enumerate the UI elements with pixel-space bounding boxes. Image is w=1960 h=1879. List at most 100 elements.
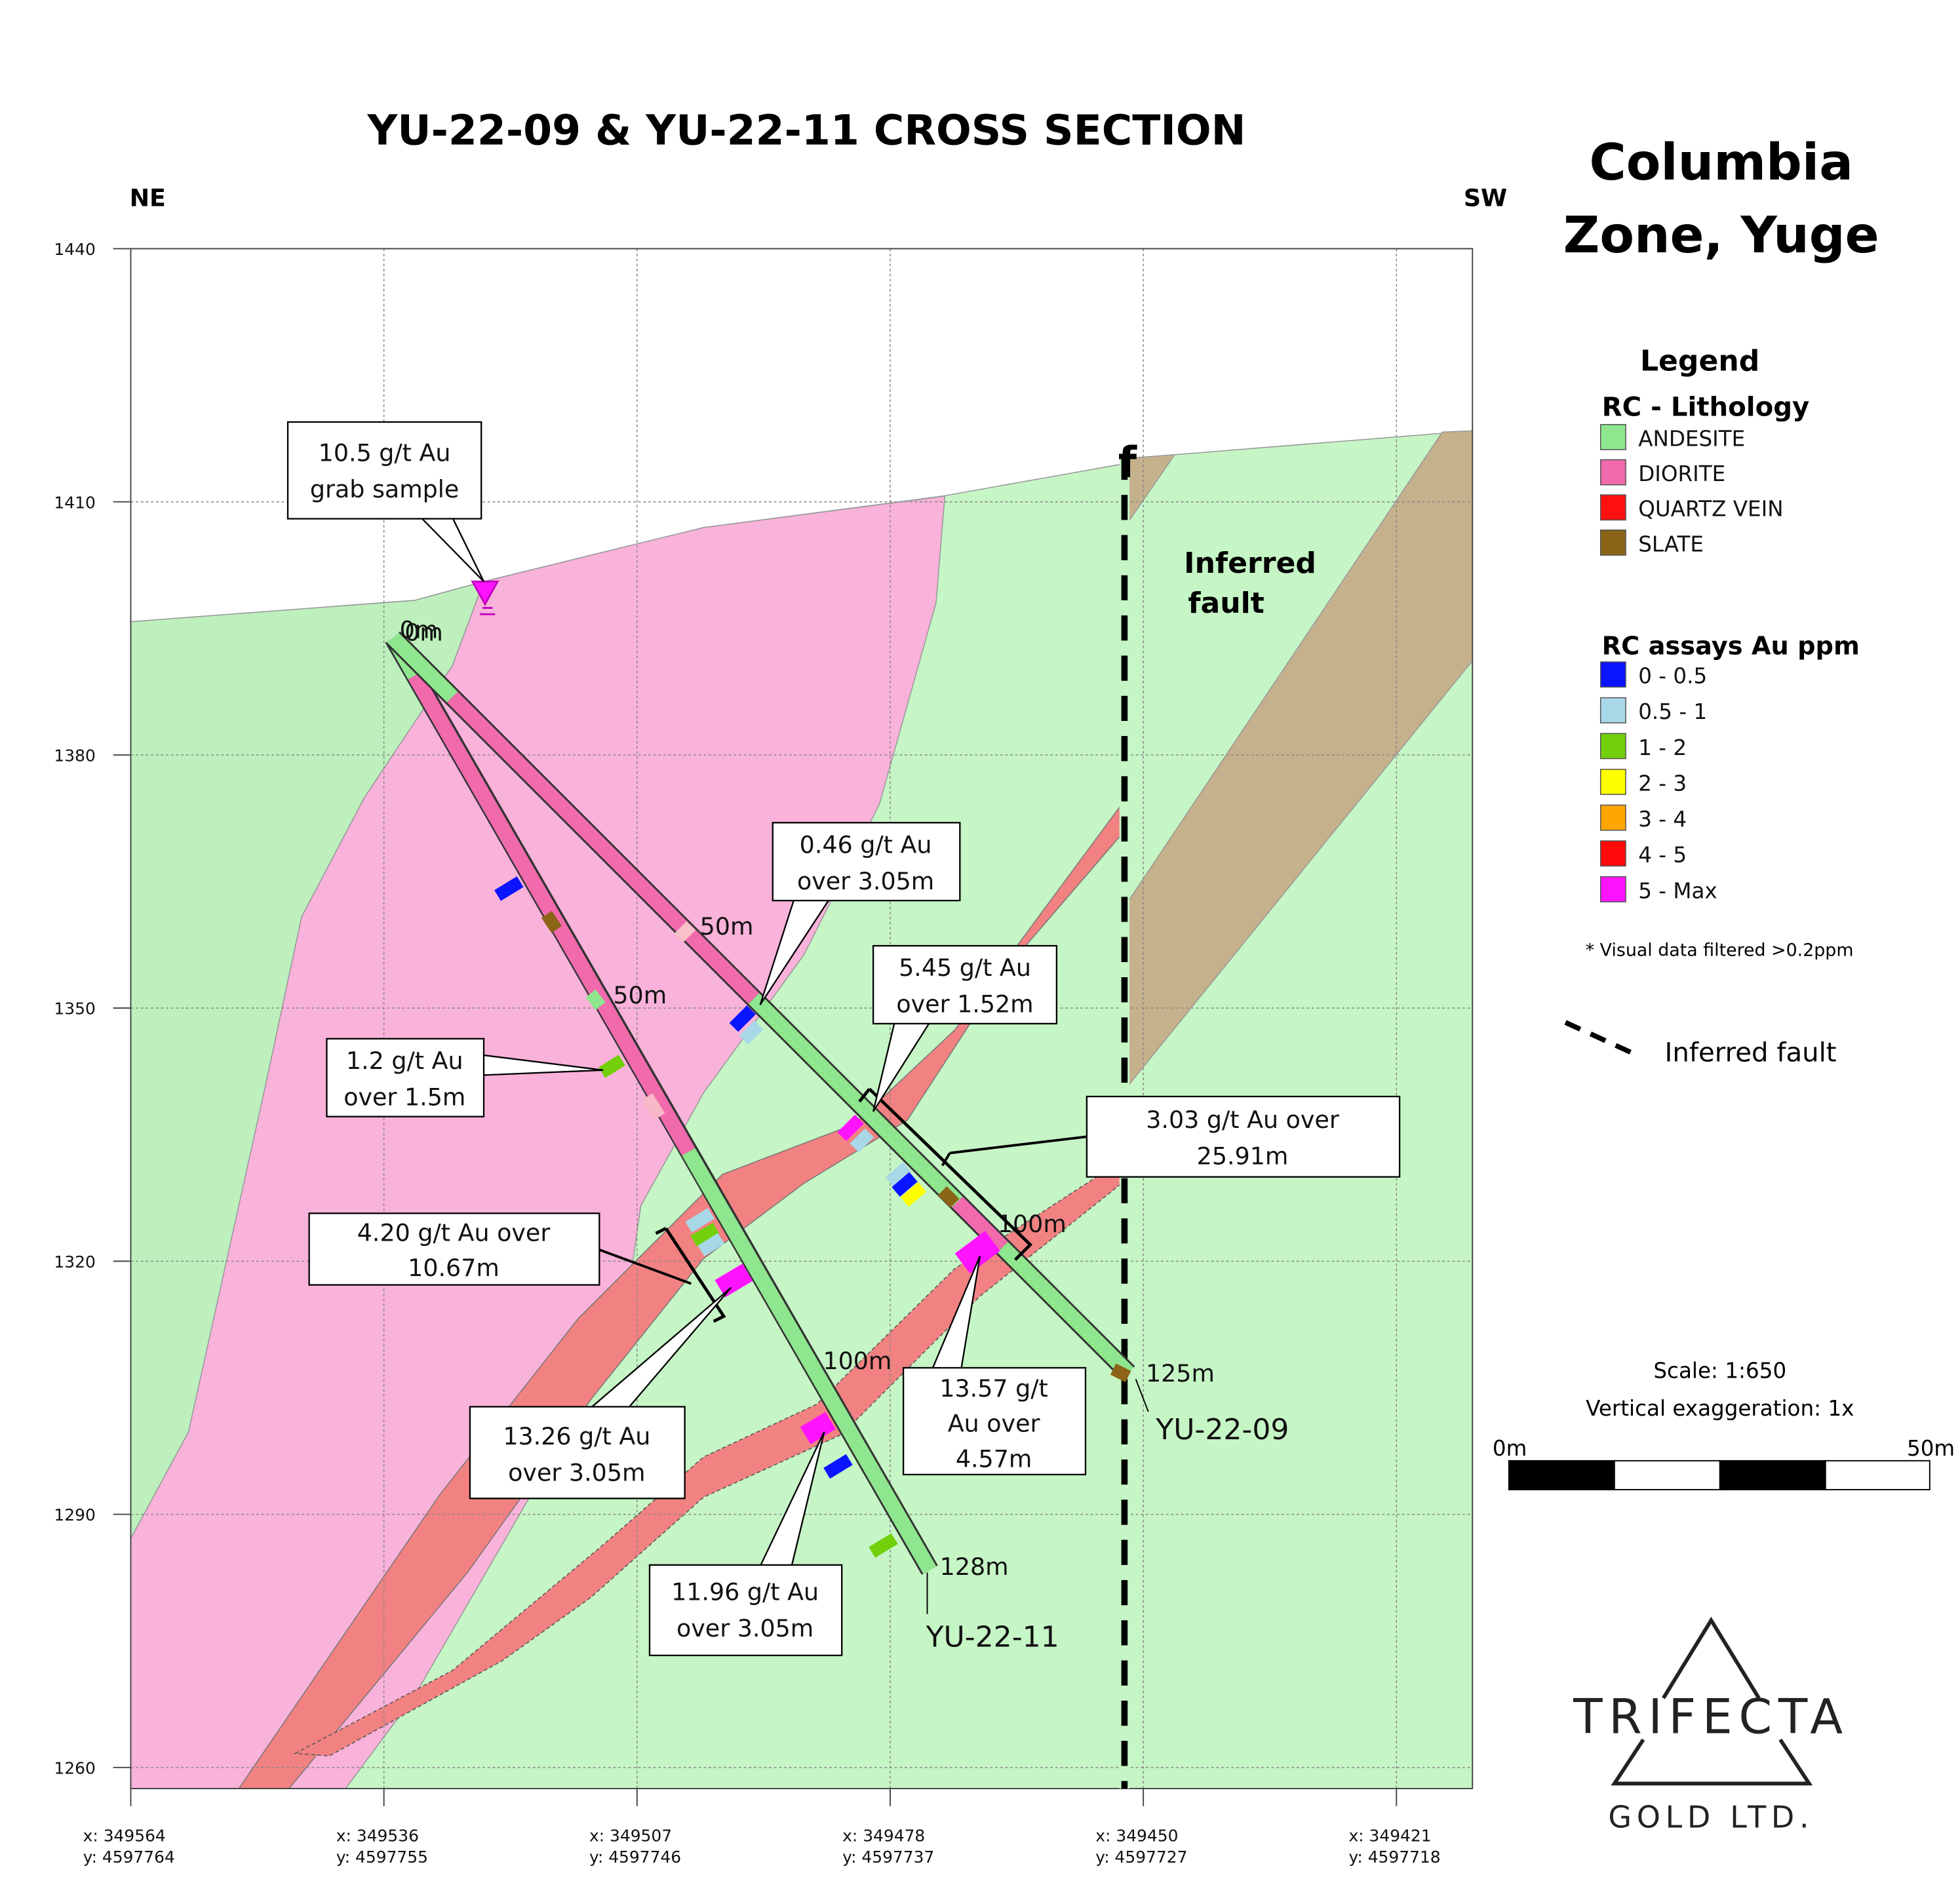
callout-text: over 3.05m [508,1458,645,1486]
legend-heading: RC - Lithology [1602,392,1810,422]
hole-segment [682,1148,937,1574]
callout [469,1406,686,1500]
legend-label: SLATE [1638,532,1704,556]
callout [872,944,1058,1025]
logo-sub: GOLD LTD. [1608,1799,1814,1834]
scale-end: 50m [1907,1436,1955,1461]
x-label: x: 349421 [1348,1827,1431,1846]
legend-swatch [1599,840,1626,867]
x-label: x: 349564 [83,1827,166,1846]
zone-title: Zone, Yuge [1563,206,1879,265]
depth-label: 50m [700,912,754,940]
callout-text: over 3.05m [676,1614,813,1642]
legend-swatch [1599,423,1626,450]
legend-swatch [1599,876,1626,902]
assay [885,1162,912,1187]
scale-text: Scale: 1:650 [1653,1358,1786,1383]
fault-symbol: f [1118,438,1137,488]
scale-segment [1719,1460,1826,1490]
leader [941,1152,951,1167]
callout [1086,1095,1401,1178]
callout-text: 4.57m [956,1444,1032,1473]
depth-label: 125m [1146,1359,1215,1387]
title: YU-22-09 & YU-22-11 CROSS SECTION [367,106,1246,154]
callout [772,822,961,902]
assay [800,1412,836,1444]
callout-text: 10.5 g/t Au [319,438,451,467]
callout-text: over 1.5m [343,1083,465,1111]
callout-text: 11.96 g/t Au [671,1578,819,1606]
y-label: y: 4597746 [589,1848,681,1867]
callout-text: 13.57 g/t [939,1374,1048,1403]
legend-swatch [1599,733,1626,760]
scale-exaggeration: Vertical exaggeration: 1x [1586,1396,1854,1421]
callout-text: grab sample [310,475,459,503]
assay [1110,1363,1131,1382]
hole-segment [748,993,963,1208]
x-label: x: 349478 [842,1827,925,1846]
assay [697,1233,725,1256]
legend-note: * Visual data filtered >0.2ppm [1586,940,1854,960]
logo: TRIFECTA GOLD LTD. [1573,1616,1849,1834]
scale-start: 0m [1493,1436,1527,1461]
y-tick-label: 1320 [54,1252,95,1271]
callout-text: over 3.05m [797,867,934,895]
callout [286,421,482,520]
callout-texts: 10.5 g/t Au grab sample 0.46 g/t Au over… [310,438,1339,1642]
assay [715,1264,753,1298]
callout-text: 13.26 g/t Au [503,1422,650,1450]
callout [326,1037,485,1117]
legend: Legend RC - Lithology RC assays Au ppm *… [1564,344,1860,1068]
y-label: y: 4597727 [1095,1848,1187,1867]
leader [1135,1378,1149,1412]
legend-label: 5 - Max [1638,878,1717,903]
callout-text: 0.46 g/t Au [800,830,932,859]
grid: 1260 1290 1320 1350 1380 1410 1440 [54,240,1473,1806]
fault-label: fault [1188,587,1264,620]
legend-label: ANDESITE [1638,426,1745,451]
assay [598,1055,625,1078]
hole-segment [387,632,458,703]
legend-swatch [1599,459,1626,486]
legend-swatch [1599,494,1626,521]
legend-label: 0.5 - 1 [1638,699,1707,724]
assay [837,1114,864,1142]
callout-text: 1.2 g/t Au [346,1047,463,1075]
depth-label: 50m [613,981,667,1009]
legend-label: 1 - 2 [1638,735,1687,760]
callout-pointer [419,516,485,583]
assay [541,910,562,933]
y-tick-label: 1290 [54,1505,95,1524]
legend-title: Legend [1640,344,1759,378]
callout-text: 4.20 g/t Au over [357,1218,551,1247]
plot-frame [130,248,1474,1789]
legend-swatch [1599,529,1626,556]
logo-name: TRIFECTA [1573,1690,1849,1745]
depth-label: 100m [823,1347,892,1375]
scale-segment [1508,1460,1615,1490]
interval-bracket [655,1227,726,1323]
x-label: x: 349450 [1095,1827,1178,1846]
hole-segment [446,691,760,1004]
scale-segment [1824,1460,1931,1490]
assay [674,921,696,943]
assay [900,1182,927,1207]
y-label: y: 4597718 [1348,1848,1440,1867]
y-tick-label: 1380 [54,746,95,765]
hole-name: YU-22-11 [926,1620,1059,1654]
callout [902,1366,1087,1476]
zone-title: Columbia [1589,134,1852,192]
y-label: y: 4597755 [336,1848,428,1867]
assay [642,1093,665,1120]
assay [494,876,524,901]
callout-text: 3.03 g/t Au over [1146,1106,1339,1134]
assay [823,1454,853,1479]
y-tick-label: 1350 [54,999,95,1018]
callout [648,1564,843,1657]
grab-sample-marker [471,580,500,615]
y-label: y: 4597764 [83,1848,175,1867]
hole-segment [952,1196,1008,1253]
assay [690,1222,720,1247]
leader [598,1249,692,1285]
